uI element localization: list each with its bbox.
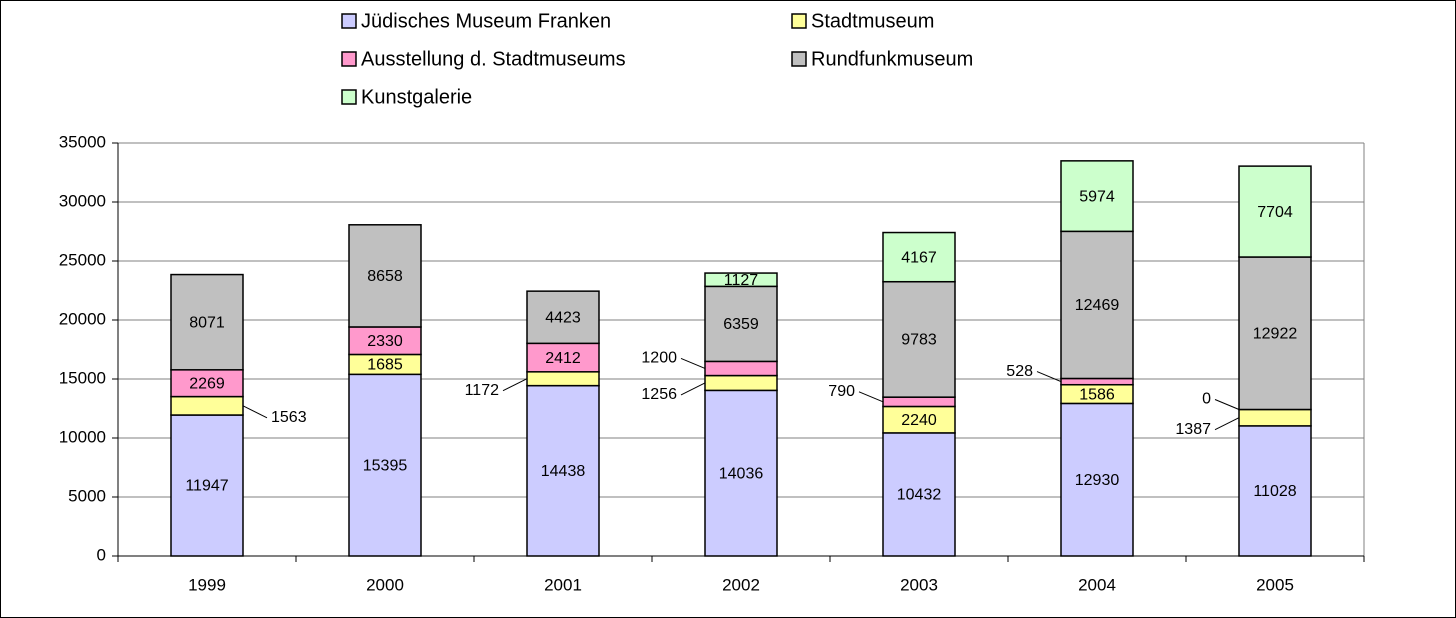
y-tick-label: 25000 xyxy=(59,250,106,269)
data-label: 4167 xyxy=(901,249,937,266)
bar-segment xyxy=(882,432,956,557)
bar-segment xyxy=(170,273,244,371)
x-tick-label: 1999 xyxy=(188,575,226,594)
bar-segment xyxy=(170,395,244,416)
data-label: 4423 xyxy=(545,309,581,326)
data-label: 1387 xyxy=(1175,421,1211,438)
x-tick-label: 2004 xyxy=(1078,575,1116,594)
data-label: 1586 xyxy=(1079,386,1115,403)
data-label: 9783 xyxy=(901,332,937,349)
data-label: 12922 xyxy=(1253,325,1298,342)
data-label: 15395 xyxy=(363,457,408,474)
bar-segment xyxy=(348,224,422,328)
leader-line xyxy=(680,382,706,396)
bar-segment xyxy=(526,342,600,373)
bar-segment xyxy=(882,396,956,408)
leader-line xyxy=(242,405,268,419)
data-label: 0 xyxy=(1202,391,1211,408)
bar-segment xyxy=(170,414,244,557)
bar-segment xyxy=(704,272,778,288)
y-tick-label: 10000 xyxy=(59,427,106,446)
bar-segment xyxy=(1238,425,1312,557)
bar-segment xyxy=(704,374,778,392)
data-label: 11947 xyxy=(185,478,228,495)
bar-segment xyxy=(882,231,956,283)
leader-line xyxy=(858,391,884,403)
y-tick-label: 15000 xyxy=(59,368,106,387)
bar-segment xyxy=(348,373,422,557)
bar-segment xyxy=(1238,408,1312,427)
bar-segment xyxy=(1238,165,1312,258)
bar-segment xyxy=(526,384,600,557)
bar-segment xyxy=(348,326,422,356)
data-label: 5974 xyxy=(1079,188,1115,205)
y-tick-label: 20000 xyxy=(59,309,106,328)
bar-segment xyxy=(1238,256,1312,411)
legend-label: Ausstellung d. Stadtmuseums xyxy=(361,48,626,70)
legend-swatch xyxy=(341,51,357,67)
data-label: 2240 xyxy=(901,412,937,429)
data-label: 1685 xyxy=(367,357,403,374)
bar-segment xyxy=(526,371,600,387)
bar-segment xyxy=(882,405,956,434)
bar-segment xyxy=(704,389,778,557)
data-label: 1127 xyxy=(724,272,759,289)
data-label: 12930 xyxy=(1075,472,1120,489)
legend-swatch xyxy=(341,13,357,29)
data-label: 7704 xyxy=(1257,204,1293,221)
legend-label: Stadtmuseum xyxy=(811,10,934,32)
bar-segment xyxy=(1060,402,1134,557)
legend-swatch xyxy=(791,13,807,29)
data-label: 11028 xyxy=(1253,483,1296,500)
legend-swatch xyxy=(791,51,807,67)
bar-segment xyxy=(170,369,244,398)
bar-segment xyxy=(882,280,956,398)
data-label: 790 xyxy=(828,383,855,400)
legend-label: Jüdisches Museum Franken xyxy=(361,10,611,32)
legend-swatch xyxy=(341,89,357,105)
bar-segment xyxy=(704,285,778,363)
data-label: 1256 xyxy=(641,386,677,403)
data-label: 2330 xyxy=(367,333,403,350)
data-label: 10432 xyxy=(897,487,942,504)
data-label: 1200 xyxy=(641,350,677,367)
data-label: 12469 xyxy=(1075,297,1120,314)
data-label: 1563 xyxy=(271,409,307,426)
leader-line xyxy=(1214,399,1240,410)
y-tick-label: 35000 xyxy=(59,132,106,151)
data-label: 1172 xyxy=(465,382,500,399)
data-label: 2412 xyxy=(545,350,581,367)
data-label: 14036 xyxy=(719,465,764,482)
y-tick-label: 5000 xyxy=(68,486,106,505)
data-label: 8658 xyxy=(367,268,403,285)
data-label: 2269 xyxy=(189,375,225,392)
legend-label: Rundfunkmuseum xyxy=(811,48,973,70)
leader-line xyxy=(1036,371,1062,383)
bar-segment xyxy=(704,360,778,377)
x-tick-label: 2002 xyxy=(722,575,760,594)
x-tick-label: 2005 xyxy=(1256,575,1294,594)
bar-segment xyxy=(1060,377,1134,386)
bar-segment xyxy=(526,290,600,345)
leader-line xyxy=(1214,417,1240,431)
x-tick-label: 2000 xyxy=(366,575,404,594)
y-tick-label: 30000 xyxy=(59,191,106,210)
leader-line xyxy=(680,358,706,369)
data-label: 14438 xyxy=(541,463,586,480)
y-tick-label: 0 xyxy=(97,545,106,564)
bar-segment xyxy=(1060,160,1134,233)
x-tick-label: 2001 xyxy=(544,575,582,594)
leader-line xyxy=(502,378,528,392)
data-label: 6359 xyxy=(723,316,759,333)
data-label: 8071 xyxy=(189,314,225,331)
data-label: 528 xyxy=(1006,363,1033,380)
legend-label: Kunstgalerie xyxy=(361,86,472,108)
x-tick-label: 2003 xyxy=(900,575,938,594)
